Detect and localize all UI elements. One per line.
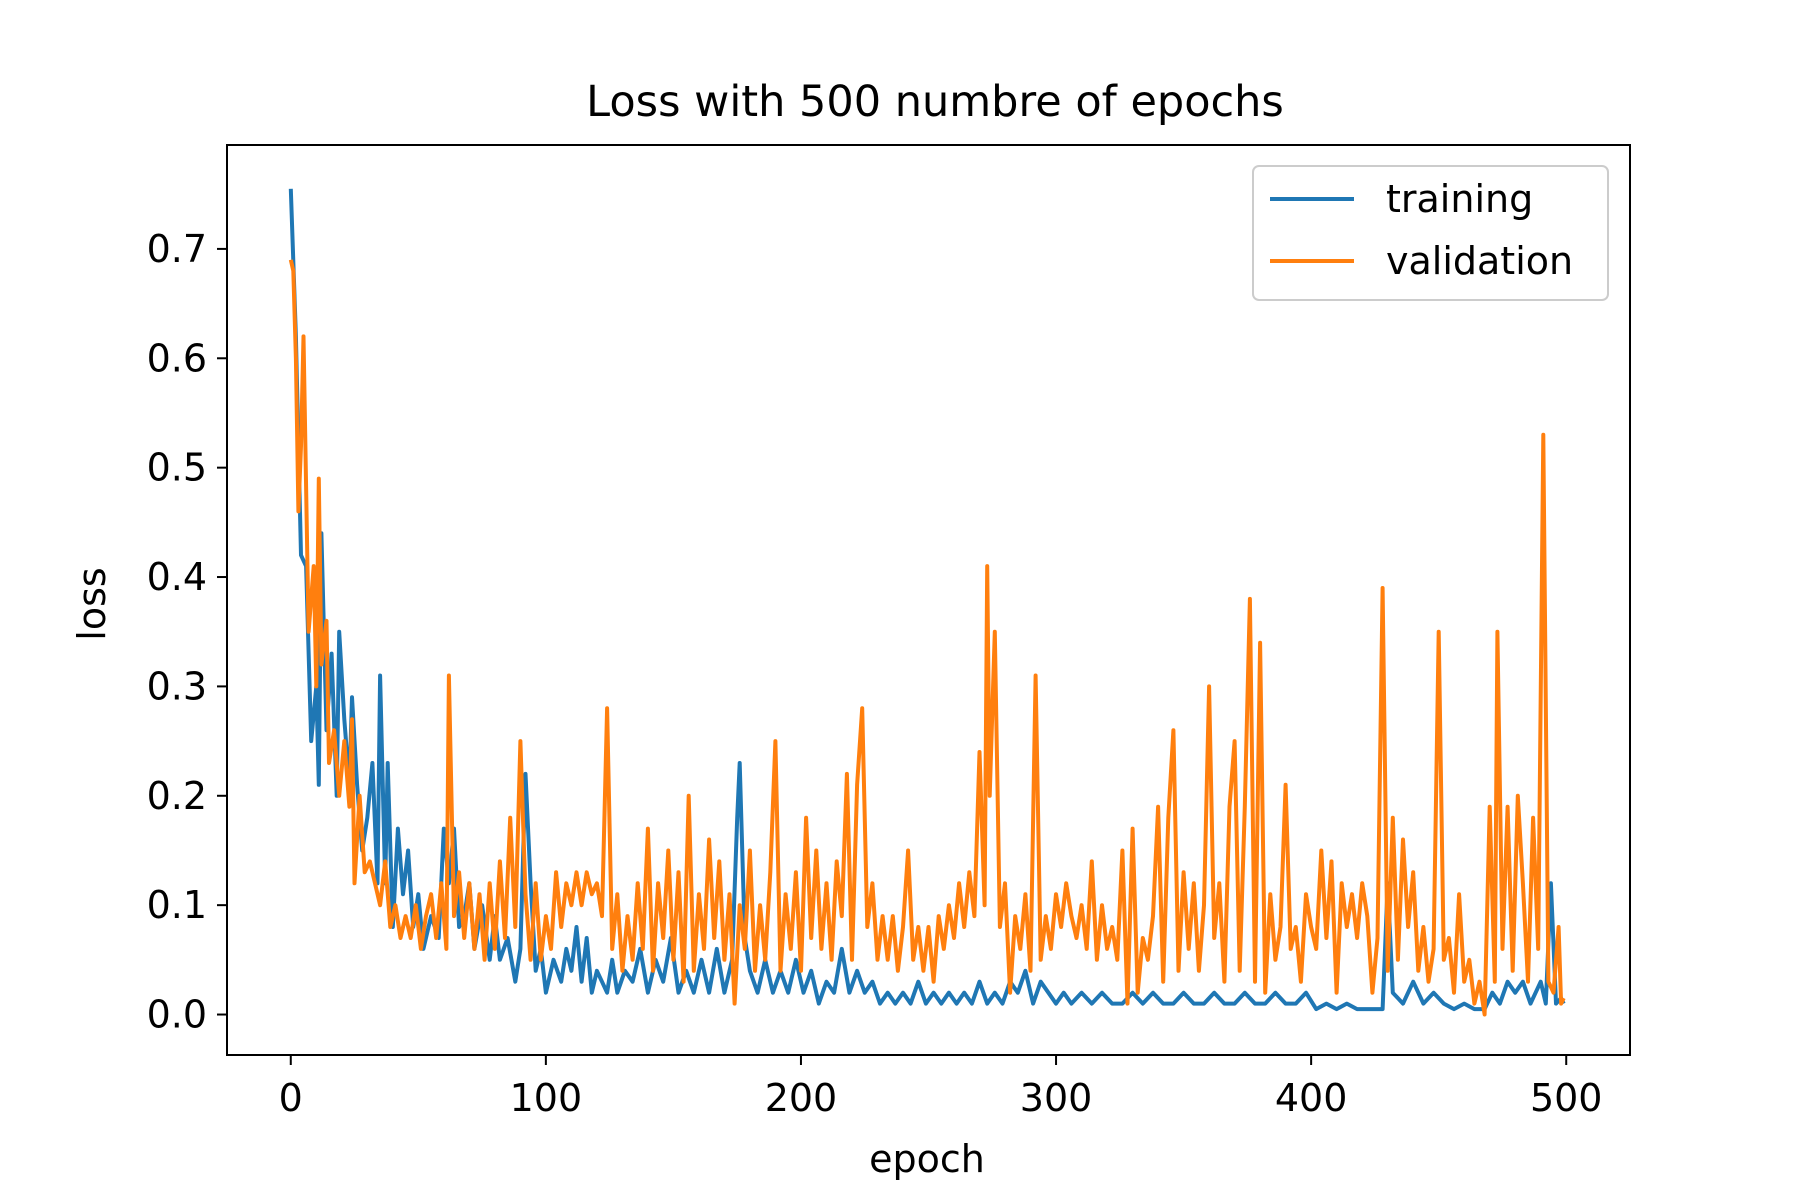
y-tick-label: 0.0	[147, 993, 207, 1037]
y-tick-label: 0.4	[147, 555, 207, 599]
x-axis-label: epoch	[869, 1137, 985, 1181]
series-layer	[288, 188, 1566, 1017]
y-tick-label: 0.1	[147, 883, 207, 927]
series-line-training	[288, 188, 1566, 1012]
x-tick-label: 400	[1275, 1076, 1348, 1120]
legend: training validation	[1252, 165, 1609, 301]
legend-label-training: training	[1386, 177, 1533, 221]
y-axis-label: loss	[70, 567, 114, 640]
y-tick-label: 0.6	[147, 336, 207, 380]
x-tick-label: 0	[279, 1076, 303, 1120]
ticks-layer: 0 100 200 300 400 500 0.0 0.1 0.2 0.3 0.4 0.5 0.6 0.7	[147, 227, 1603, 1120]
y-tick-label: 0.2	[147, 774, 207, 818]
x-tick-label: 100	[510, 1076, 583, 1120]
plot-area-frame	[226, 144, 1631, 1056]
y-tick-label: 0.7	[147, 227, 207, 271]
y-tick-label: 0.3	[147, 664, 207, 708]
y-tick-label: 0.5	[147, 446, 207, 490]
series-line-validation	[288, 259, 1566, 1017]
legend-label-validation: validation	[1386, 239, 1573, 283]
chart-title: Loss with 500 numbre of epochs	[586, 77, 1284, 127]
x-tick-label: 500	[1530, 1076, 1603, 1120]
x-tick-label: 300	[1020, 1076, 1093, 1120]
x-tick-label: 200	[765, 1076, 838, 1120]
